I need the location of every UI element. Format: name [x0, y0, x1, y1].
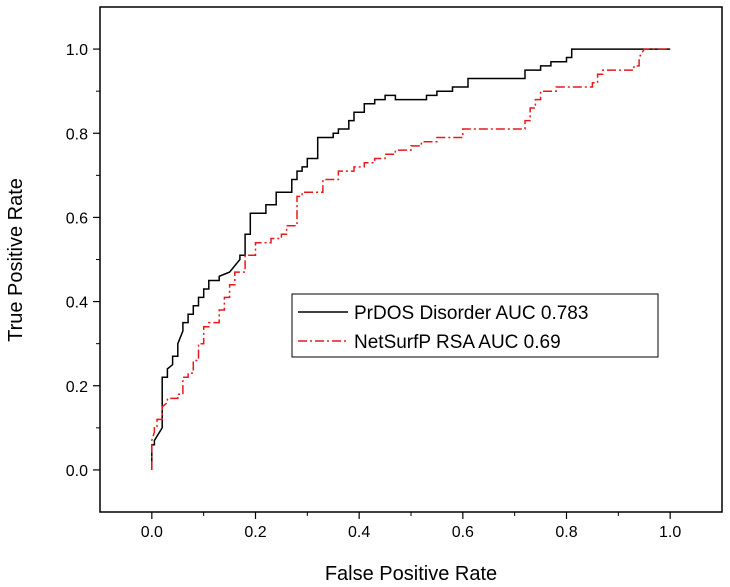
y-tick-label: 0.4 — [66, 295, 88, 312]
legend-label-prdos: PrDOS Disorder AUC 0.783 — [354, 303, 588, 324]
y-tick-labels: 0.0 0.2 0.4 0.6 0.8 1.0 — [66, 42, 88, 480]
series-layer — [151, 48, 671, 470]
plot-frame — [99, 6, 723, 513]
y-tick-label: 0.2 — [66, 379, 88, 396]
legend-box — [291, 293, 659, 358]
x-tick-label: 0.2 — [244, 524, 266, 541]
y-tick-label: 0.8 — [66, 126, 88, 143]
series-line-prdos — [151, 48, 671, 470]
x-tick-label: 0.4 — [348, 524, 370, 541]
legend: PrDOS Disorder AUC 0.783 NetSurfP RSA AU… — [291, 293, 659, 358]
legend-label-netsurfp: NetSurfP RSA AUC 0.69 — [354, 332, 561, 353]
x-tick-label: 0.8 — [555, 524, 577, 541]
y-axis-label: True Positive Rate — [5, 178, 27, 342]
x-tick-labels: 0.0 0.2 0.4 0.6 0.8 1.0 — [141, 524, 682, 541]
y-tick-label: 0.0 — [66, 463, 88, 480]
series-line-netsurfp — [151, 48, 671, 470]
axis-ticks — [93, 48, 671, 519]
x-axis-label: False Positive Rate — [325, 563, 497, 585]
x-tick-label: 0.6 — [452, 524, 474, 541]
y-tick-label: 1.0 — [66, 42, 88, 59]
x-tick-label: 1.0 — [659, 524, 681, 541]
x-tick-label: 0.0 — [141, 524, 163, 541]
y-tick-label: 0.6 — [66, 210, 88, 227]
